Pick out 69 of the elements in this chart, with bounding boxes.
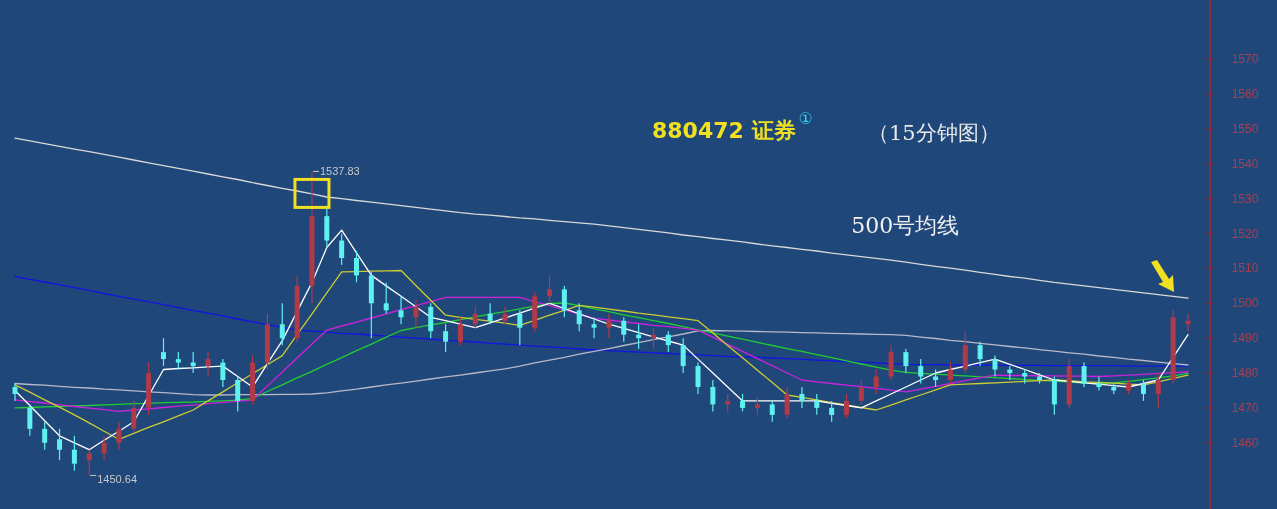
candlestick bbox=[814, 393, 820, 416]
candlestick bbox=[591, 316, 597, 339]
candlestick bbox=[398, 295, 404, 325]
candlestick bbox=[665, 330, 671, 353]
candlestick bbox=[131, 400, 137, 433]
y-tick-label: 1550 bbox=[1231, 121, 1259, 136]
candlestick bbox=[457, 316, 463, 346]
y-tick-label: 1520 bbox=[1231, 226, 1259, 241]
candlestick bbox=[502, 306, 508, 325]
candlestick bbox=[443, 323, 449, 353]
candlestick bbox=[606, 313, 612, 339]
candlestick bbox=[487, 302, 493, 325]
y-tick-label: 1480 bbox=[1231, 366, 1259, 381]
y-tick-label: 1530 bbox=[1231, 191, 1259, 206]
candlestick bbox=[680, 337, 686, 374]
candlestick bbox=[413, 299, 419, 329]
candlestick bbox=[1081, 361, 1087, 388]
candlestick bbox=[918, 358, 924, 385]
candlestick bbox=[57, 428, 63, 461]
y-tick-label: 1510 bbox=[1231, 261, 1259, 276]
candlestick bbox=[710, 379, 716, 412]
candlestick bbox=[977, 341, 983, 367]
candlestick bbox=[101, 435, 107, 461]
candlestick bbox=[220, 358, 226, 388]
candlestick bbox=[1155, 372, 1161, 409]
candlestick bbox=[576, 302, 582, 332]
candlestick bbox=[799, 386, 805, 409]
candlestick bbox=[42, 421, 48, 451]
candlestick bbox=[561, 285, 567, 318]
candlestick bbox=[12, 382, 18, 402]
candlestick bbox=[769, 400, 775, 423]
candlestick bbox=[339, 232, 345, 266]
y-tick-label: 1560 bbox=[1231, 87, 1259, 102]
y-tick-label: 1460 bbox=[1231, 435, 1259, 450]
candlestick bbox=[383, 281, 389, 315]
text: 880472 证券 bbox=[652, 118, 796, 143]
annotation: 1537.83 bbox=[319, 165, 360, 178]
candlestick bbox=[1096, 375, 1102, 392]
candlestick bbox=[858, 379, 864, 406]
candlestick bbox=[873, 368, 879, 395]
y-tick-label: 1500 bbox=[1231, 296, 1259, 311]
candlestick bbox=[160, 337, 166, 367]
y-tick-label: 1470 bbox=[1231, 400, 1259, 415]
annotation: 1450.64 bbox=[97, 473, 138, 486]
candlestick bbox=[829, 400, 835, 423]
candlestick bbox=[472, 306, 478, 329]
candlestick bbox=[279, 302, 285, 346]
candlestick bbox=[27, 403, 33, 437]
text: （15分钟图） bbox=[868, 121, 1000, 145]
y-tick-label: 1540 bbox=[1231, 156, 1259, 171]
y-tick-label: 1490 bbox=[1231, 331, 1259, 346]
candlestick bbox=[235, 375, 241, 412]
candlestick bbox=[354, 250, 360, 283]
candlestick bbox=[843, 393, 849, 419]
annotation: ① bbox=[798, 109, 813, 128]
candlestick bbox=[992, 355, 998, 378]
candlestick bbox=[621, 316, 627, 343]
candlestick bbox=[947, 361, 953, 385]
candlestick bbox=[1140, 379, 1146, 402]
candlestick bbox=[903, 348, 909, 374]
y-tick-label: 1570 bbox=[1231, 52, 1259, 67]
candlestick bbox=[784, 386, 790, 419]
candlestick bbox=[71, 435, 77, 472]
series-label: 500号均线 bbox=[851, 212, 960, 238]
candlestick bbox=[116, 421, 122, 451]
candlestick bbox=[695, 361, 701, 395]
candlestick bbox=[205, 351, 211, 378]
candlestick bbox=[517, 309, 523, 346]
candlestick bbox=[547, 274, 553, 304]
